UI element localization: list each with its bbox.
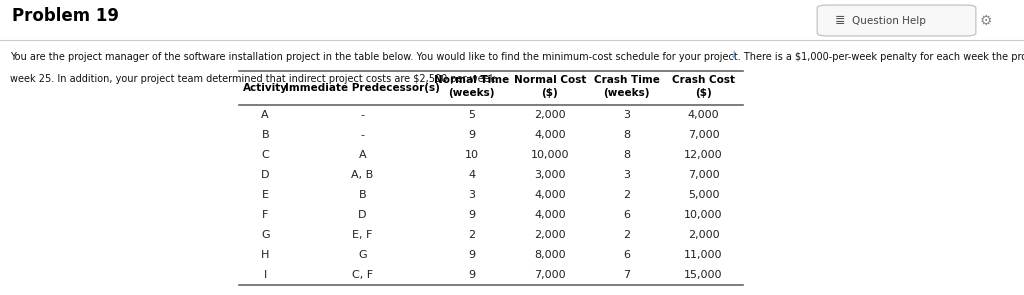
Text: 3: 3 [624, 170, 630, 180]
Text: 2: 2 [624, 190, 630, 200]
Text: C: C [261, 150, 269, 160]
Text: 4,000: 4,000 [688, 110, 719, 120]
Text: 8: 8 [624, 130, 630, 140]
Text: You are the project manager of the software installation project in the table be: You are the project manager of the softw… [10, 52, 1024, 62]
Text: 5: 5 [468, 110, 475, 120]
Text: 2,000: 2,000 [688, 230, 719, 240]
Text: 4: 4 [468, 170, 475, 180]
Text: -: - [360, 110, 365, 120]
Text: I: I [263, 270, 267, 280]
Text: F: F [262, 210, 268, 220]
Text: 10: 10 [465, 150, 478, 160]
Text: 7,000: 7,000 [535, 270, 565, 280]
Text: 7: 7 [624, 270, 630, 280]
Text: 6: 6 [624, 210, 630, 220]
Text: Crash Time: Crash Time [594, 75, 659, 85]
Text: 9: 9 [468, 270, 475, 280]
Text: A: A [358, 150, 367, 160]
Text: 7,000: 7,000 [688, 170, 719, 180]
Text: Immediate Predecessor(s): Immediate Predecessor(s) [285, 83, 440, 93]
Text: A: A [261, 110, 269, 120]
Text: 8: 8 [624, 150, 630, 160]
Text: ↓: ↓ [730, 50, 738, 60]
Text: ($): ($) [695, 88, 712, 98]
Text: D: D [261, 170, 269, 180]
Text: 4,000: 4,000 [535, 190, 565, 200]
Text: Activity: Activity [243, 83, 288, 93]
Text: B: B [358, 190, 367, 200]
Text: 2,000: 2,000 [535, 230, 565, 240]
Text: 9: 9 [468, 210, 475, 220]
Text: 2: 2 [468, 230, 475, 240]
Text: 4,000: 4,000 [535, 210, 565, 220]
Text: G: G [261, 230, 269, 240]
Text: B: B [261, 130, 269, 140]
Text: ≣: ≣ [836, 14, 846, 27]
Text: 9: 9 [468, 130, 475, 140]
Text: 6: 6 [624, 250, 630, 260]
Text: 10,000: 10,000 [684, 210, 723, 220]
Text: E, F: E, F [352, 230, 373, 240]
Text: H: H [261, 250, 269, 260]
Text: 4,000: 4,000 [535, 130, 565, 140]
Text: 10,000: 10,000 [530, 150, 569, 160]
Text: ($): ($) [542, 88, 558, 98]
Text: 7,000: 7,000 [688, 130, 719, 140]
Text: C, F: C, F [352, 270, 373, 280]
Text: 8,000: 8,000 [535, 250, 565, 260]
Text: -: - [360, 130, 365, 140]
Text: week 25. In addition, your project team determined that indirect project costs a: week 25. In addition, your project team … [10, 74, 499, 84]
Text: Normal Time: Normal Time [434, 75, 509, 85]
Text: 2: 2 [624, 230, 630, 240]
Text: 5,000: 5,000 [688, 190, 719, 200]
Text: 3,000: 3,000 [535, 170, 565, 180]
Text: E: E [262, 190, 268, 200]
Text: A, B: A, B [351, 170, 374, 180]
Text: 11,000: 11,000 [684, 250, 723, 260]
Text: 9: 9 [468, 250, 475, 260]
Text: 2,000: 2,000 [535, 110, 565, 120]
Text: G: G [358, 250, 367, 260]
FancyBboxPatch shape [817, 5, 976, 36]
Text: 12,000: 12,000 [684, 150, 723, 160]
Text: (weeks): (weeks) [449, 88, 495, 98]
Text: D: D [358, 210, 367, 220]
Text: Crash Cost: Crash Cost [672, 75, 735, 85]
Text: Normal Cost: Normal Cost [514, 75, 586, 85]
Text: 3: 3 [624, 110, 630, 120]
Text: ⚙: ⚙ [980, 14, 992, 28]
Text: Question Help: Question Help [852, 16, 926, 26]
Text: Problem 19: Problem 19 [12, 7, 119, 25]
Text: 15,000: 15,000 [684, 270, 723, 280]
Text: 3: 3 [468, 190, 475, 200]
Text: (weeks): (weeks) [603, 88, 650, 98]
